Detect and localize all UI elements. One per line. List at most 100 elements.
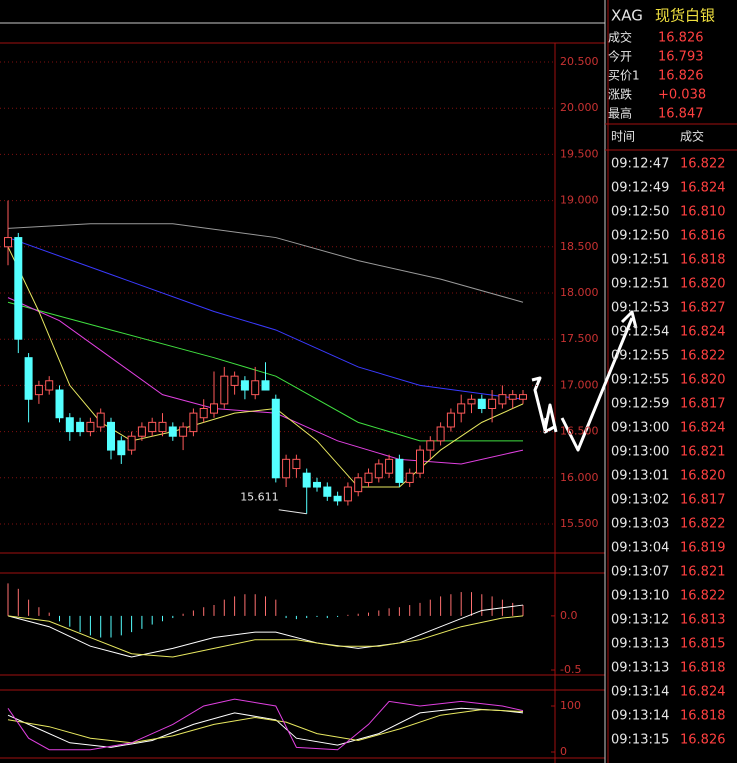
candle-body xyxy=(292,458,301,470)
y-tick-label: 15.500 xyxy=(560,517,599,530)
tick-time: 09:12:54 xyxy=(611,325,669,340)
quote-value: 16.826 xyxy=(658,31,704,46)
tick-time: 09:12:49 xyxy=(611,181,669,196)
tick-time: 09:13:10 xyxy=(611,589,669,604)
tick-time: 09:12:50 xyxy=(611,205,669,220)
candle-body xyxy=(148,421,157,433)
quote-value: 16.847 xyxy=(658,107,704,122)
tick-time: 09:13:01 xyxy=(611,469,669,484)
candle-body xyxy=(313,481,321,488)
quote-label: 涨跌 xyxy=(608,87,632,102)
candle-body xyxy=(55,389,64,419)
candle-body xyxy=(446,412,455,428)
candle-body xyxy=(416,449,424,474)
tick-price: 16.824 xyxy=(680,325,726,340)
tick-price: 16.822 xyxy=(680,349,726,364)
candle-body xyxy=(354,477,363,493)
indicator-line xyxy=(7,709,524,744)
quote-value: 16.793 xyxy=(658,50,704,65)
candle-body xyxy=(107,421,115,451)
candle-body xyxy=(240,380,249,391)
tick-time: 09:13:13 xyxy=(611,661,669,676)
tick-time: 09:12:51 xyxy=(611,253,669,268)
candle-body xyxy=(457,403,466,414)
y-tick-label: 16.000 xyxy=(560,471,599,484)
tick-price: 16.815 xyxy=(680,637,726,652)
candle-body xyxy=(220,375,229,405)
tick-time: 09:13:07 xyxy=(611,565,669,580)
symbol-name: 现货白银 xyxy=(655,7,715,25)
candle-body xyxy=(261,380,270,391)
tick-price: 16.816 xyxy=(680,229,726,244)
candle-body xyxy=(426,440,435,451)
y-tick-label: 17.500 xyxy=(560,332,599,345)
tick-price: 16.824 xyxy=(680,685,726,700)
tick-time: 09:12:51 xyxy=(611,277,669,292)
tick-time: 09:13:13 xyxy=(611,637,669,652)
tick-price: 16.822 xyxy=(680,517,726,532)
tick-price: 16.822 xyxy=(680,157,726,172)
candle-body xyxy=(508,394,517,400)
quote-label: 买价1 xyxy=(608,69,640,83)
tick-time: 09:13:15 xyxy=(611,733,669,748)
candle-body xyxy=(76,421,85,433)
quote-label: 今开 xyxy=(608,49,632,64)
candle-body xyxy=(179,426,188,437)
tick-price: 16.818 xyxy=(680,709,726,724)
tick-price: 16.824 xyxy=(680,181,726,196)
indicator-line xyxy=(7,604,524,658)
quote-label: 最高 xyxy=(608,106,632,121)
candle-body xyxy=(519,394,527,400)
tick-time: 09:12:53 xyxy=(611,301,669,316)
tick-price: 16.822 xyxy=(680,589,726,604)
tick-time: 09:12:55 xyxy=(611,373,669,388)
candle-body xyxy=(4,237,12,248)
tick-price: 16.824 xyxy=(680,421,726,436)
y-tick-label: 18.500 xyxy=(560,240,599,253)
tick-price: 16.820 xyxy=(680,277,726,292)
candle-body xyxy=(127,435,136,451)
y-tick-label: 0.0 xyxy=(560,609,578,622)
candle-body xyxy=(189,412,198,433)
candle-body xyxy=(374,463,383,479)
candle-body xyxy=(436,426,445,442)
tick-time: 09:13:14 xyxy=(611,685,669,700)
indicator-line xyxy=(7,615,524,658)
tick-time: 09:13:02 xyxy=(611,493,669,508)
indicator-line xyxy=(7,707,524,748)
tick-time: 09:12:55 xyxy=(611,349,669,364)
y-tick-label: 0 xyxy=(560,745,567,758)
candle-body xyxy=(14,237,23,340)
candle-body xyxy=(65,417,74,433)
tick-price: 16.821 xyxy=(680,565,726,580)
y-tick-label: -0.5 xyxy=(560,663,581,676)
candle-body xyxy=(24,357,33,400)
candle-body xyxy=(210,403,218,414)
column-header: 成交 xyxy=(680,129,704,144)
tick-price: 16.826 xyxy=(680,733,726,748)
candle-body xyxy=(302,472,311,488)
tick-time: 09:12:59 xyxy=(611,397,669,412)
tick-price: 16.819 xyxy=(680,541,726,556)
candle-body xyxy=(137,426,146,437)
candle-body xyxy=(467,398,476,405)
candle-body xyxy=(271,398,280,479)
drawn-arrows xyxy=(531,310,638,452)
candle-body xyxy=(364,472,373,483)
candle-body xyxy=(158,421,167,433)
tick-time: 09:12:47 xyxy=(611,157,669,172)
y-tick-label: 16.500 xyxy=(560,425,599,438)
indicator-line xyxy=(7,698,524,751)
annotation-line xyxy=(278,509,307,515)
tick-time: 09:13:12 xyxy=(611,613,669,628)
tick-time: 09:13:00 xyxy=(611,445,669,460)
arrow-head xyxy=(620,310,638,329)
tick-price: 16.818 xyxy=(680,253,726,268)
y-tick-label: 19.500 xyxy=(560,147,599,160)
candle-body xyxy=(96,412,105,428)
tick-time: 09:13:04 xyxy=(611,541,669,556)
tick-time: 09:13:03 xyxy=(611,517,669,532)
